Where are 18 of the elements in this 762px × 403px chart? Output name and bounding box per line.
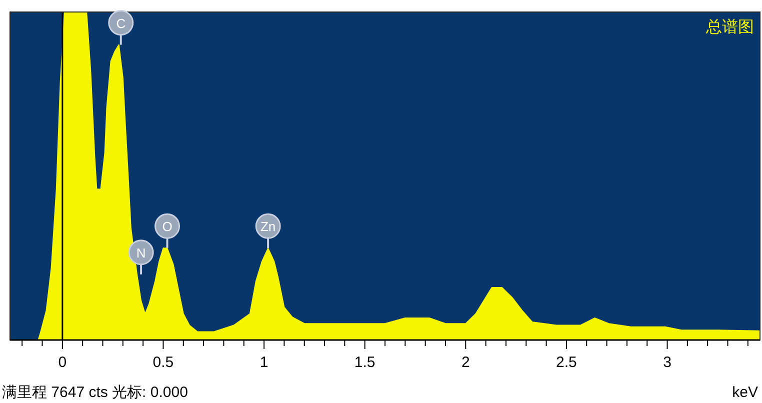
x-tick-label: 1.5 bbox=[354, 354, 376, 371]
chart-title: 总谱图 bbox=[705, 18, 754, 36]
annotation: C bbox=[116, 16, 126, 31]
x-tick-label: 2.5 bbox=[556, 354, 577, 371]
x-axis-title: keV bbox=[732, 384, 758, 401]
annotation: O bbox=[162, 219, 172, 234]
x-tick-label: 1 bbox=[260, 354, 268, 371]
annotation: O bbox=[154, 213, 180, 248]
annotation: Zn bbox=[255, 213, 281, 248]
x-tick-label: 0.5 bbox=[152, 354, 174, 371]
text: 满里程 7647 cts 光标: 0.000 bbox=[2, 384, 188, 401]
annotation: N bbox=[136, 245, 146, 260]
x-tick-label: 3 bbox=[663, 354, 672, 371]
annotation: Zn bbox=[260, 219, 276, 234]
annotation: N bbox=[128, 240, 154, 274]
annotation: C bbox=[108, 10, 134, 45]
x-tick-label: 2 bbox=[461, 354, 470, 371]
x-tick-label: 0 bbox=[58, 354, 67, 371]
